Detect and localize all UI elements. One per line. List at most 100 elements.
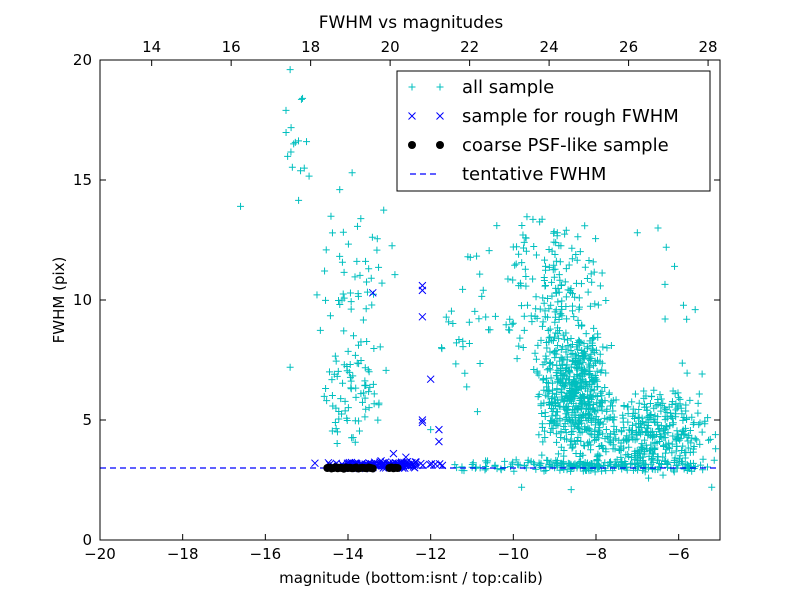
plus-point (672, 406, 680, 414)
dot-point (393, 464, 402, 472)
plus-point (691, 435, 699, 443)
plus-point (583, 344, 591, 352)
plus-point (538, 420, 546, 428)
legend-marker (436, 112, 444, 120)
plus-point (555, 402, 563, 410)
plus-point (581, 442, 589, 450)
plus-point (370, 344, 378, 352)
plus-point (563, 361, 571, 369)
plus-point (349, 434, 357, 442)
plus-point (567, 430, 575, 438)
plus-point (706, 435, 714, 443)
plus-point (538, 451, 546, 459)
top-x-tick-label: 28 (699, 38, 718, 56)
plus-point (552, 430, 560, 438)
plus-point (539, 438, 547, 446)
plus-point (567, 350, 575, 358)
plus-point (373, 246, 381, 254)
plus-point (354, 290, 362, 298)
plus-point (649, 458, 657, 466)
plus-point (624, 418, 632, 426)
plus-point (559, 331, 567, 339)
plus-point (704, 414, 712, 422)
plus-point (532, 305, 540, 313)
plus-point (340, 361, 348, 369)
plus-point (599, 430, 607, 438)
plus-point (556, 466, 564, 474)
plus-point (557, 281, 565, 289)
y-tick-label: 15 (73, 171, 92, 189)
plus-point (513, 243, 521, 251)
plus-point (672, 435, 680, 443)
plus-point (619, 411, 627, 419)
plus-point (359, 316, 367, 324)
plus-point (534, 393, 542, 401)
plus-point (552, 459, 560, 467)
plus-point (327, 212, 335, 220)
x-point (426, 460, 434, 469)
plus-point (388, 242, 396, 250)
plus-point (532, 251, 540, 259)
plus-point (573, 436, 581, 444)
plus-point (347, 385, 355, 393)
plus-point (694, 409, 702, 417)
plus-point (594, 406, 602, 414)
plus-point (605, 414, 613, 422)
plus-point (668, 398, 676, 406)
plus-point (612, 435, 620, 443)
plus-point (344, 347, 352, 355)
plus-point (668, 440, 676, 448)
plus-point (581, 385, 589, 393)
plus-point (356, 271, 364, 279)
plus-point (442, 313, 450, 321)
plus-point (335, 407, 343, 415)
plus-point (552, 390, 560, 398)
plus-point (316, 326, 324, 334)
plus-point (559, 458, 567, 466)
plus-point (674, 430, 682, 438)
plus-point (578, 346, 586, 354)
plus-point (576, 337, 584, 345)
plus-point (571, 460, 579, 468)
plus-point (681, 454, 689, 462)
plus-point (699, 455, 707, 463)
plus-point (553, 229, 561, 237)
plus-point (544, 393, 552, 401)
plus-point (565, 367, 573, 375)
plus-point (549, 379, 557, 387)
plus-point (577, 376, 585, 384)
plus-point (528, 318, 536, 326)
plus-point (602, 297, 610, 305)
plus-point (656, 391, 664, 399)
plus-point (341, 407, 349, 415)
plus-point (584, 426, 592, 434)
plus-point (552, 422, 560, 430)
plus-point (343, 414, 351, 422)
plus-point (661, 404, 669, 412)
plus-point (581, 222, 589, 230)
plus-point (698, 370, 706, 378)
plus-point (678, 428, 686, 436)
plus-point (574, 316, 582, 324)
plus-point (676, 452, 684, 460)
plus-point (537, 336, 545, 344)
plus-point (532, 355, 540, 363)
plus-point (597, 403, 605, 411)
plus-point (550, 273, 558, 281)
plus-point (337, 395, 345, 403)
plus-point (596, 282, 604, 290)
plus-point (553, 438, 561, 446)
plus-point (554, 366, 562, 374)
plus-point (623, 432, 631, 440)
plus-point (555, 315, 563, 323)
plus-point (664, 443, 672, 451)
plus-point (667, 409, 675, 417)
plus-point (447, 307, 455, 315)
plus-point (654, 456, 662, 464)
plus-point (328, 376, 336, 384)
plus-point (660, 443, 668, 451)
plus-point (516, 334, 524, 342)
plus-point (295, 137, 303, 145)
plus-point (591, 468, 599, 476)
plus-point (546, 325, 554, 333)
